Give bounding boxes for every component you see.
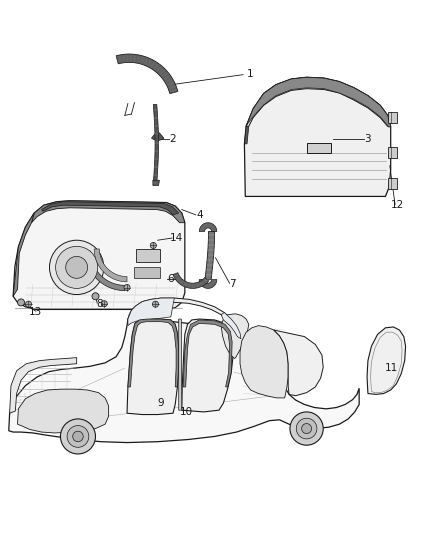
Polygon shape bbox=[205, 231, 215, 280]
Polygon shape bbox=[128, 319, 179, 387]
Bar bbox=[388, 112, 397, 123]
Polygon shape bbox=[85, 251, 125, 290]
Text: 8: 8 bbox=[96, 298, 103, 309]
Bar bbox=[388, 178, 397, 189]
Circle shape bbox=[290, 412, 323, 445]
Polygon shape bbox=[199, 280, 217, 288]
Polygon shape bbox=[244, 126, 249, 144]
Polygon shape bbox=[128, 298, 174, 326]
Polygon shape bbox=[246, 77, 391, 126]
Polygon shape bbox=[153, 104, 159, 183]
Text: 6: 6 bbox=[167, 274, 174, 284]
Text: 10: 10 bbox=[180, 407, 193, 417]
Polygon shape bbox=[274, 330, 323, 395]
Polygon shape bbox=[182, 319, 233, 412]
Polygon shape bbox=[153, 180, 159, 185]
Polygon shape bbox=[221, 312, 241, 339]
Text: 11: 11 bbox=[385, 363, 398, 373]
Bar bbox=[134, 267, 160, 278]
Polygon shape bbox=[13, 201, 185, 310]
Text: 1: 1 bbox=[246, 69, 253, 79]
Polygon shape bbox=[199, 223, 217, 231]
Text: 2: 2 bbox=[170, 134, 177, 144]
Text: 12: 12 bbox=[391, 200, 404, 210]
Circle shape bbox=[296, 418, 317, 439]
Polygon shape bbox=[116, 54, 178, 94]
Text: 4: 4 bbox=[196, 210, 203, 220]
Polygon shape bbox=[18, 389, 109, 433]
Text: 3: 3 bbox=[364, 134, 371, 144]
Polygon shape bbox=[246, 77, 391, 127]
Circle shape bbox=[73, 431, 83, 442]
Polygon shape bbox=[152, 133, 164, 140]
Circle shape bbox=[56, 246, 98, 288]
Bar bbox=[388, 147, 397, 158]
Circle shape bbox=[67, 425, 89, 447]
Polygon shape bbox=[94, 249, 127, 282]
Circle shape bbox=[101, 301, 107, 307]
Polygon shape bbox=[42, 201, 179, 215]
Circle shape bbox=[25, 301, 32, 307]
Polygon shape bbox=[183, 320, 232, 387]
Circle shape bbox=[18, 299, 25, 306]
Text: 7: 7 bbox=[229, 279, 236, 289]
Circle shape bbox=[152, 301, 159, 307]
Bar bbox=[136, 249, 160, 262]
Circle shape bbox=[150, 243, 156, 248]
Polygon shape bbox=[221, 314, 249, 359]
Polygon shape bbox=[367, 327, 406, 394]
Circle shape bbox=[66, 256, 88, 278]
Polygon shape bbox=[10, 358, 77, 413]
Circle shape bbox=[124, 285, 130, 290]
Polygon shape bbox=[32, 201, 185, 223]
Polygon shape bbox=[179, 319, 182, 410]
Polygon shape bbox=[240, 326, 288, 398]
Bar bbox=[307, 143, 331, 152]
Polygon shape bbox=[173, 273, 209, 288]
Circle shape bbox=[49, 240, 104, 295]
Polygon shape bbox=[244, 77, 391, 197]
Circle shape bbox=[92, 293, 99, 300]
Circle shape bbox=[60, 419, 95, 454]
Text: 14: 14 bbox=[170, 233, 183, 243]
Circle shape bbox=[302, 424, 311, 433]
Text: 13: 13 bbox=[29, 306, 42, 317]
Text: 9: 9 bbox=[158, 398, 165, 408]
Polygon shape bbox=[13, 213, 34, 296]
Polygon shape bbox=[128, 298, 231, 320]
Polygon shape bbox=[127, 319, 179, 415]
Polygon shape bbox=[9, 319, 359, 442]
